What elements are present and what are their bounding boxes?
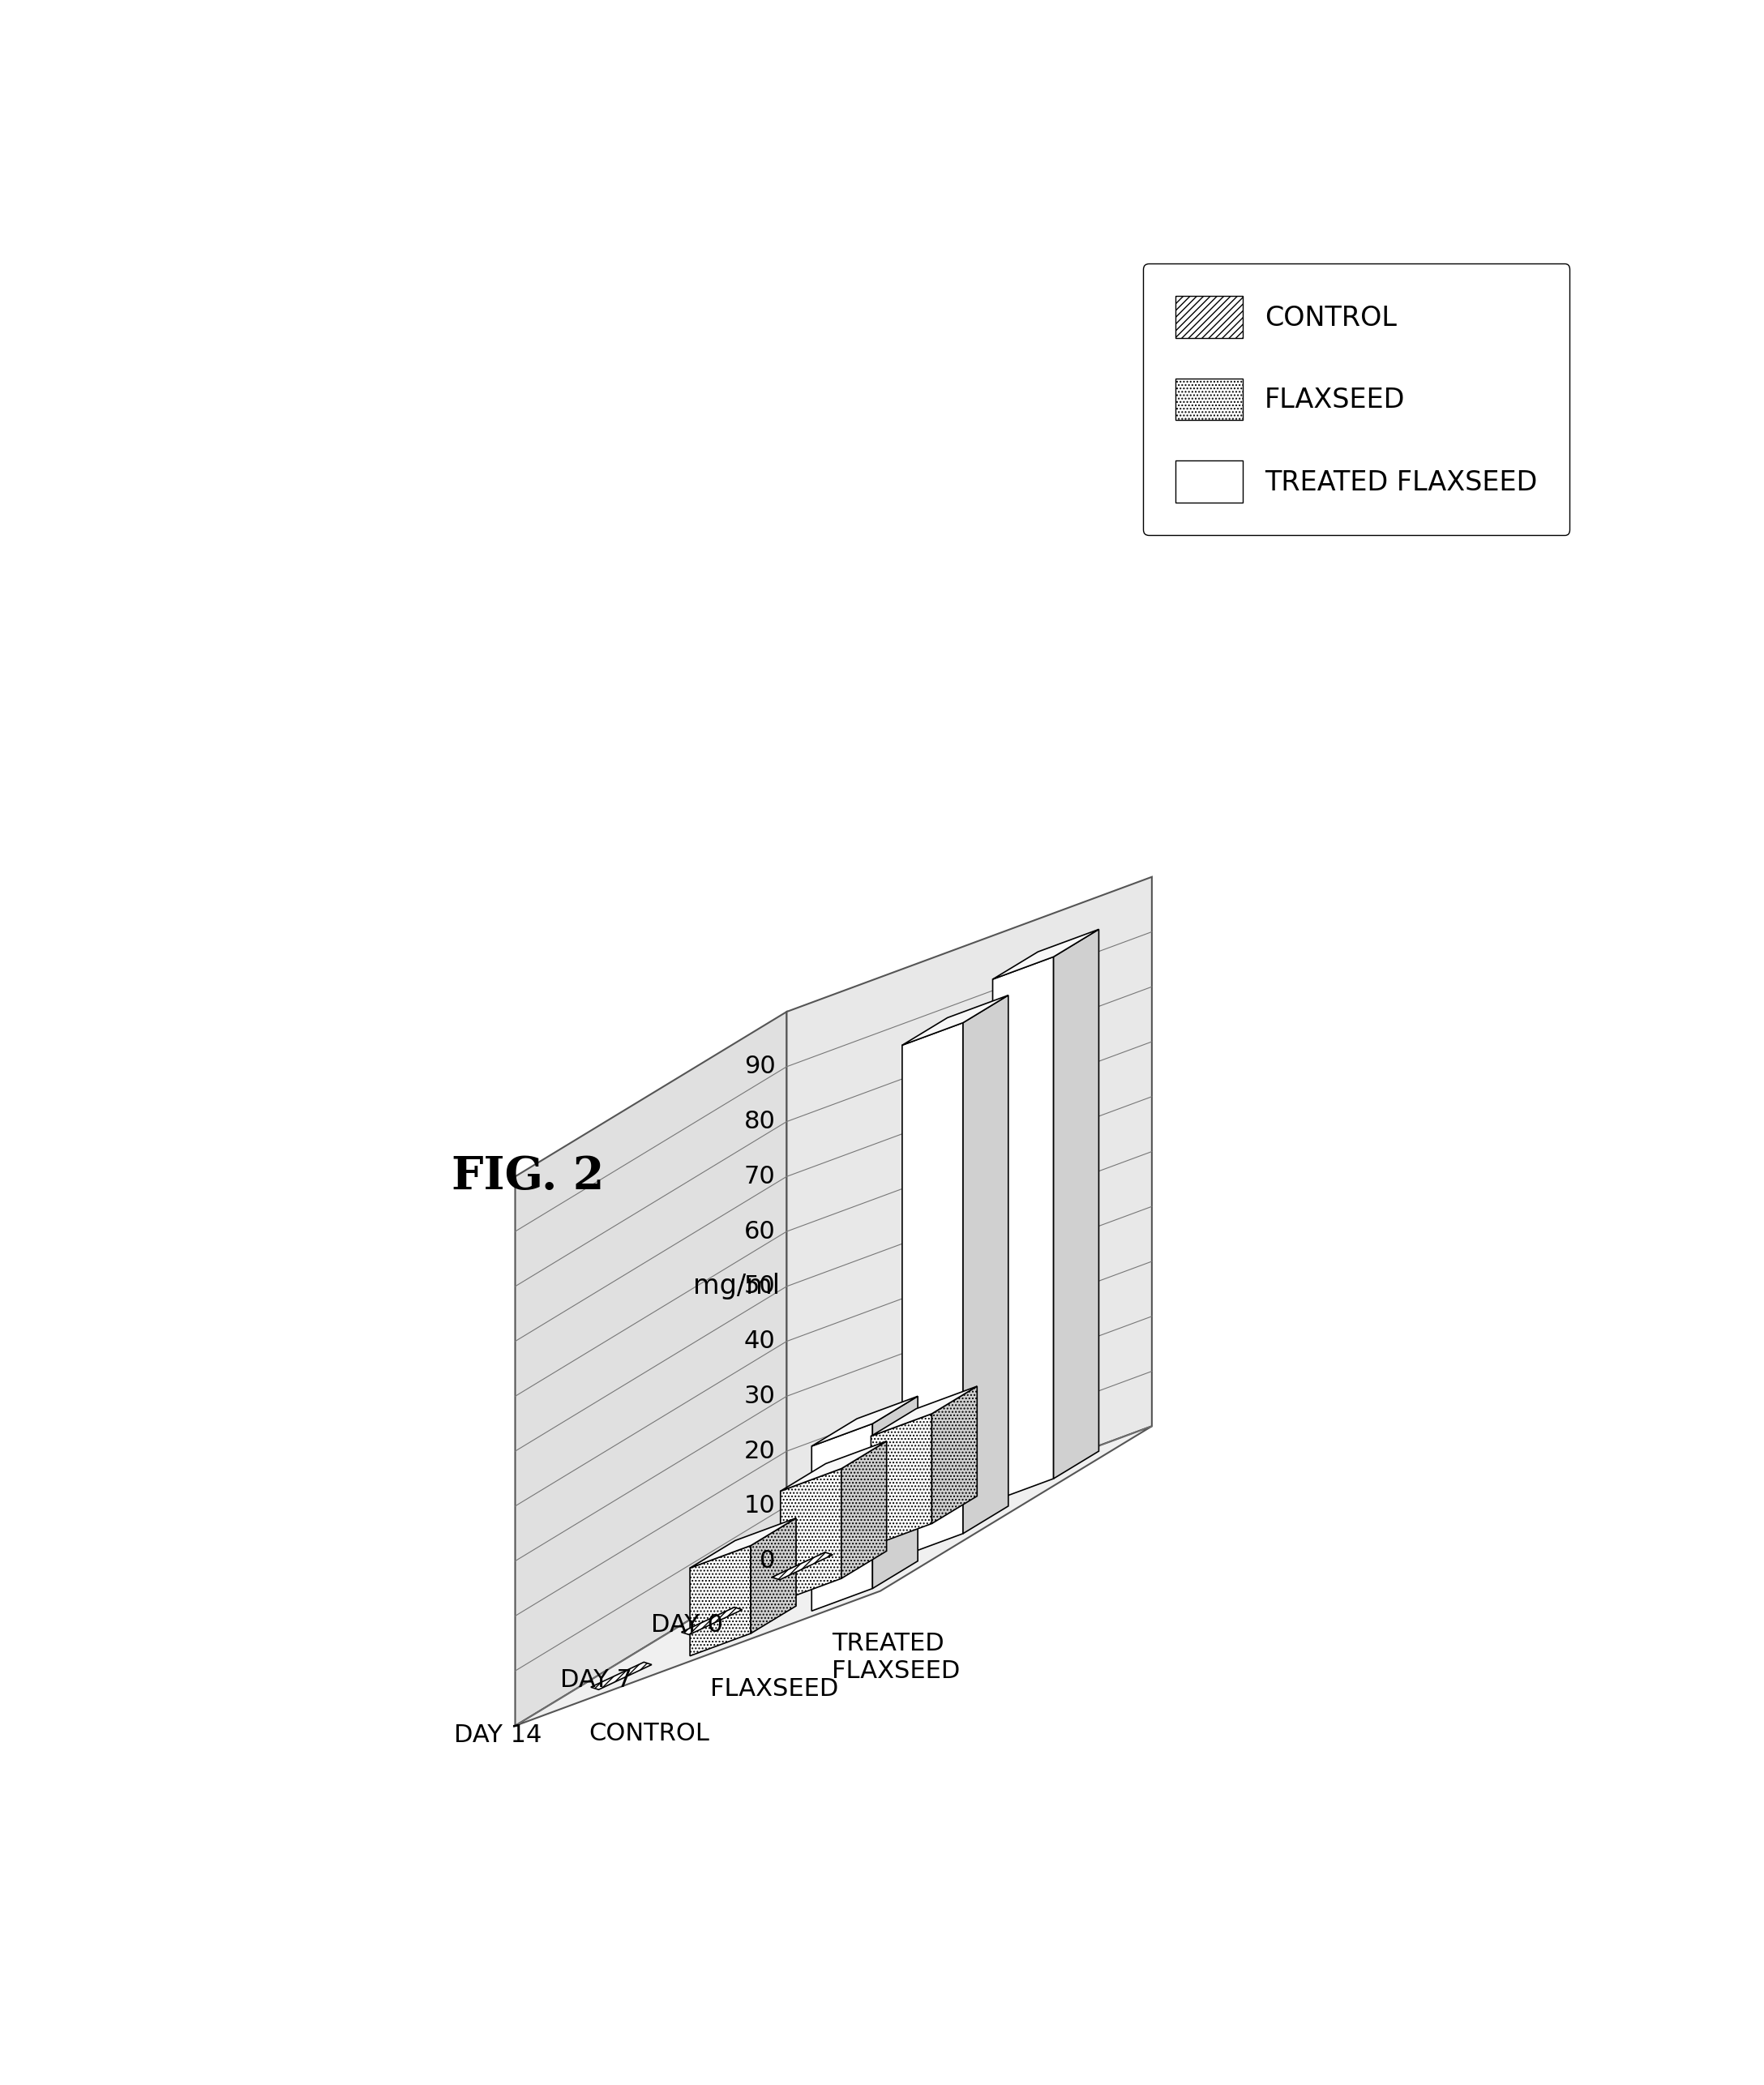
Polygon shape <box>681 1608 743 1635</box>
Polygon shape <box>690 1518 796 1568</box>
Polygon shape <box>780 1441 887 1491</box>
Polygon shape <box>1053 930 1099 1478</box>
Text: FIG. 2: FIG. 2 <box>452 1155 603 1199</box>
Text: 70: 70 <box>744 1166 776 1188</box>
Text: DAY 7: DAY 7 <box>559 1668 632 1691</box>
Polygon shape <box>993 930 1099 980</box>
Text: 60: 60 <box>744 1220 776 1243</box>
Polygon shape <box>841 1441 887 1578</box>
Polygon shape <box>787 878 1152 1562</box>
Polygon shape <box>901 995 1009 1045</box>
Polygon shape <box>591 1662 651 1689</box>
Legend: CONTROL, FLAXSEED, TREATED FLAXSEED: CONTROL, FLAXSEED, TREATED FLAXSEED <box>1143 263 1570 536</box>
Polygon shape <box>901 1024 963 1555</box>
Text: 30: 30 <box>744 1384 776 1407</box>
Text: 80: 80 <box>744 1109 776 1134</box>
Polygon shape <box>931 1387 977 1524</box>
Text: FLAXSEED: FLAXSEED <box>711 1676 838 1701</box>
Polygon shape <box>811 1397 917 1447</box>
Polygon shape <box>963 995 1009 1535</box>
Text: 90: 90 <box>744 1055 776 1078</box>
Polygon shape <box>751 1518 796 1633</box>
Polygon shape <box>690 1545 751 1655</box>
Polygon shape <box>780 1468 841 1601</box>
Text: 20: 20 <box>744 1439 776 1464</box>
Polygon shape <box>871 1414 931 1547</box>
Polygon shape <box>773 1553 833 1580</box>
Polygon shape <box>993 957 1053 1501</box>
Text: CONTROL: CONTROL <box>589 1722 709 1745</box>
Text: DAY 0: DAY 0 <box>651 1614 723 1637</box>
Text: 10: 10 <box>744 1495 776 1518</box>
Polygon shape <box>811 1424 873 1612</box>
Text: TREATED
FLAXSEED: TREATED FLAXSEED <box>833 1633 960 1683</box>
Polygon shape <box>871 1387 977 1437</box>
Text: 50: 50 <box>744 1274 776 1299</box>
Polygon shape <box>515 1011 787 1726</box>
Text: mg/ml: mg/ml <box>693 1274 780 1299</box>
Polygon shape <box>873 1397 917 1589</box>
Text: 0: 0 <box>760 1549 776 1572</box>
Text: 40: 40 <box>744 1330 776 1353</box>
Text: DAY 14: DAY 14 <box>453 1724 542 1747</box>
Polygon shape <box>515 1426 1152 1726</box>
